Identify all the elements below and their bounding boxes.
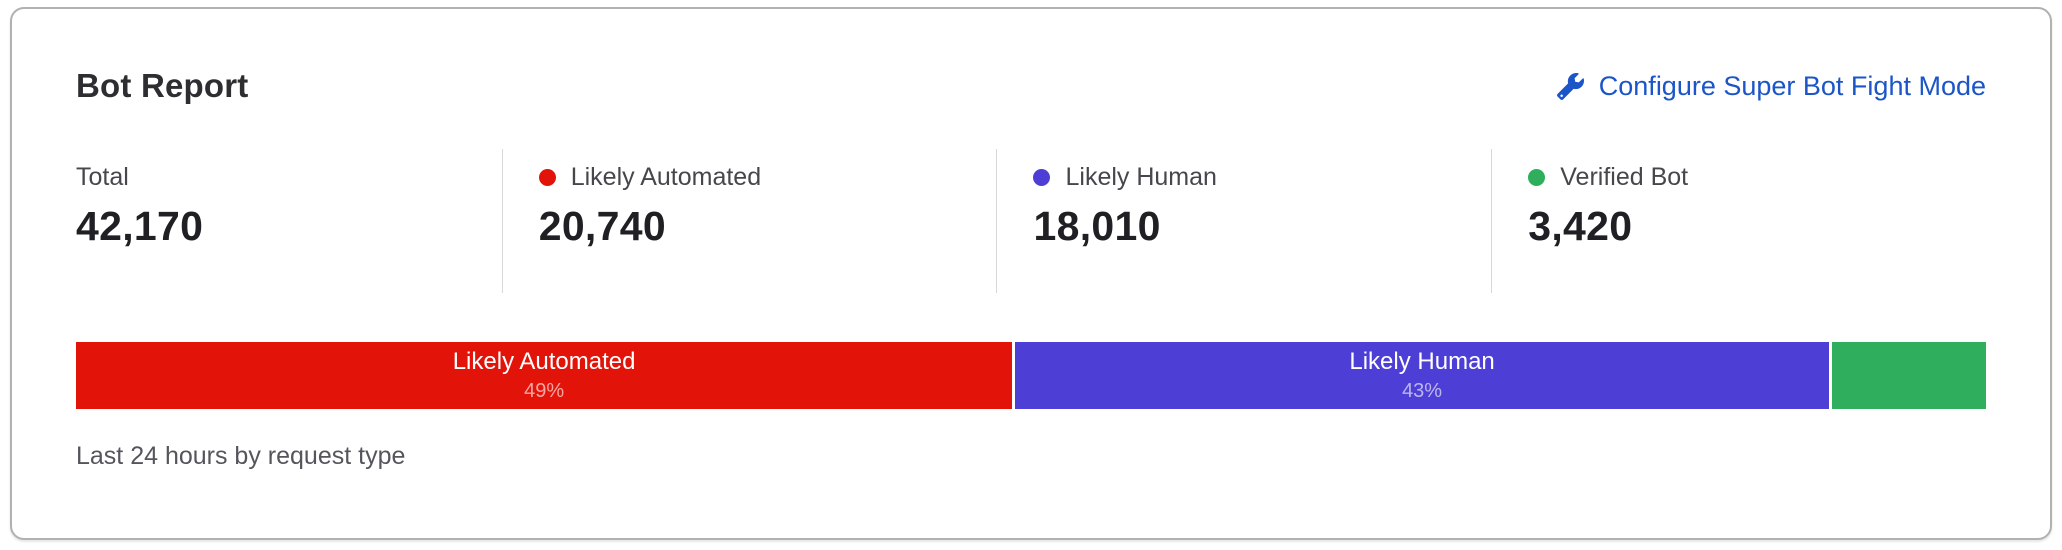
bar-segment-likely-human: Likely Human 43% xyxy=(1015,342,1829,409)
bar-segment-verified-bot xyxy=(1831,342,1986,409)
configure-super-bot-fight-mode-link[interactable]: Configure Super Bot Fight Mode xyxy=(1556,70,1986,102)
stat-total-value: 42,170 xyxy=(76,203,204,249)
stat-verified-bot: Verified Bot 3,420 xyxy=(1491,149,1986,293)
stat-total-label: Total xyxy=(76,163,129,191)
configure-link-label: Configure Super Bot Fight Mode xyxy=(1598,70,1986,101)
stat-likely-human-value: 18,010 xyxy=(1033,203,1161,249)
verified-bot-dot-icon xyxy=(1528,169,1546,186)
stat-likely-automated: Likely Automated 20,740 xyxy=(501,149,997,293)
stats-row: Total 42,170 Likely Automated 20,740 Lik… xyxy=(76,149,1986,293)
card-header: Bot Report Configure Super Bot Fight Mod… xyxy=(76,67,1986,105)
request-type-stacked-bar: Likely Automated 49% Likely Human 43% xyxy=(76,342,1986,409)
stat-verified-bot-value: 3,420 xyxy=(1528,203,1633,249)
bar-segment-label: Likely Human xyxy=(1349,348,1495,376)
likely-automated-dot-icon xyxy=(538,169,556,186)
bar-segment-percent: 43% xyxy=(1402,379,1443,402)
stat-likely-automated-label: Likely Automated xyxy=(570,163,762,191)
stat-total: Total 42,170 xyxy=(76,149,502,293)
bar-segment-label: Likely Automated xyxy=(452,348,636,376)
wrench-icon xyxy=(1556,72,1584,100)
bar-segment-percent: 49% xyxy=(524,379,565,402)
stat-likely-human-label: Likely Human xyxy=(1065,163,1217,191)
stat-likely-human: Likely Human 18,010 xyxy=(996,149,1491,293)
stat-likely-automated-value: 20,740 xyxy=(538,203,666,249)
bot-report-card: Bot Report Configure Super Bot Fight Mod… xyxy=(10,7,2052,540)
page-title: Bot Report xyxy=(76,67,249,104)
likely-human-dot-icon xyxy=(1033,169,1051,186)
stat-verified-bot-label: Verified Bot xyxy=(1560,163,1689,191)
bar-segment-likely-automated: Likely Automated 49% xyxy=(76,342,1013,409)
time-range-caption: Last 24 hours by request type xyxy=(76,442,406,470)
